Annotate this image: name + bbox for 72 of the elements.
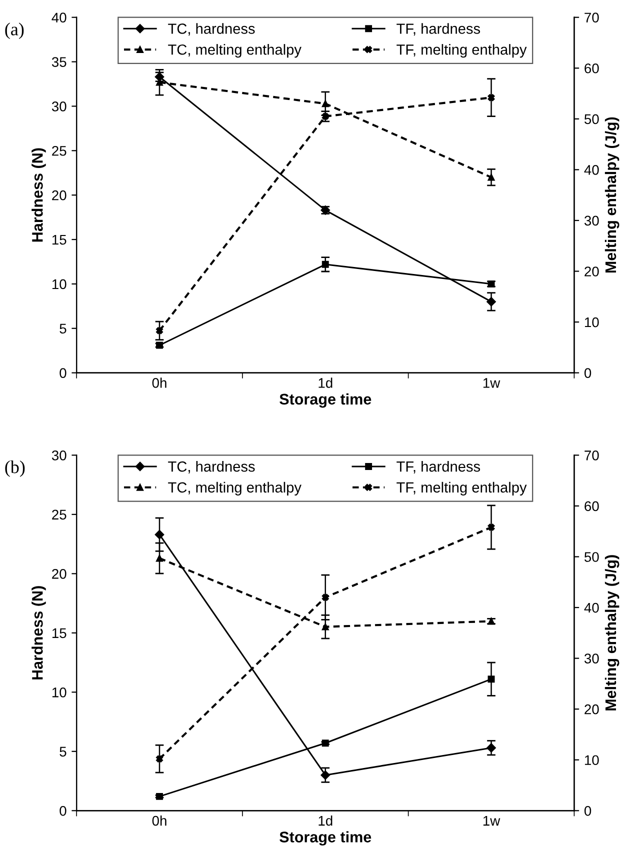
y2-tick-label: 30 [584, 654, 599, 664]
point [154, 530, 164, 540]
legend-label: TC, melting enthalpy [168, 482, 302, 496]
y-tick-label: 20 [52, 569, 66, 579]
y-tick-label: 25 [52, 510, 66, 520]
point [322, 112, 329, 120]
y2-tick-label: 60 [584, 501, 599, 512]
y2-tick-label: 10 [584, 317, 599, 328]
x-tick-label: 1w [483, 378, 500, 388]
point [156, 327, 163, 334]
y2-tick-label: 10 [584, 755, 599, 766]
x-tick-label: 0h [152, 378, 166, 388]
point [488, 174, 495, 181]
point [156, 554, 163, 562]
x-tick-label: 1d [318, 378, 332, 388]
x-tick-label: 1d [318, 816, 332, 826]
y2-tick-label: 20 [584, 704, 599, 714]
y-tick-label: 35 [52, 57, 66, 67]
y2-tick-label: 40 [584, 165, 599, 175]
y2-tick-label: 70 [584, 450, 599, 460]
y2-tick-label: 0 [584, 806, 592, 816]
y-axis-title: Hardness (N) [32, 586, 46, 680]
point [322, 594, 329, 601]
y-tick-label: 30 [52, 450, 66, 460]
y2-axis-title: Melting enthalpy (J/g) [604, 117, 620, 273]
y2-tick-label: 50 [584, 114, 599, 124]
y2-tick-label: 40 [584, 602, 599, 613]
y-tick-label: 15 [52, 234, 66, 245]
y-tick-label: 0 [60, 806, 66, 816]
legend-label: TC, melting enthalpy [168, 44, 302, 58]
y2-tick-label: 20 [584, 266, 599, 276]
text: (b) [5, 460, 25, 477]
y-tick-label: 20 [52, 190, 66, 200]
y-axis-title: Hardness (N) [32, 148, 46, 242]
y2-tick-label: 60 [584, 63, 599, 74]
point [322, 100, 329, 108]
y-tick-label: 0 [60, 368, 66, 378]
y2-axis-title: Melting enthalpy (J/g) [604, 555, 620, 710]
point [486, 743, 496, 752]
y2-tick-label: 0 [584, 368, 592, 378]
legend-label: TF, melting enthalpy [396, 482, 527, 496]
x-tick-label: 1w [483, 816, 500, 826]
x-tick-label: 0h [152, 816, 166, 826]
y-tick-label: 15 [52, 628, 66, 638]
text: (a) [5, 22, 24, 40]
point [488, 524, 495, 531]
point [488, 676, 495, 683]
y-tick-label: 10 [52, 279, 66, 290]
point [488, 94, 495, 102]
y2-tick-label: 70 [584, 12, 599, 23]
point [320, 770, 330, 780]
y-tick-label: 25 [52, 146, 66, 156]
y-tick-label: 40 [52, 12, 66, 23]
point [156, 755, 163, 762]
point [486, 297, 496, 306]
legend-label: TF, hardness [396, 23, 480, 36]
y-tick-label: 30 [52, 102, 66, 112]
y-tick-label: 10 [52, 687, 66, 698]
point [322, 740, 329, 747]
legend-label: TF, melting enthalpy [396, 44, 527, 58]
legend-label: TF, hardness [396, 461, 480, 474]
x-axis-title: Storage time [280, 831, 372, 846]
y-tick-label: 5 [60, 324, 66, 334]
legend-label: TC, hardness [168, 461, 255, 474]
y-tick-label: 5 [60, 746, 66, 757]
y2-tick-label: 50 [584, 552, 599, 562]
x-axis-title: Storage time [280, 393, 372, 408]
y2-tick-label: 30 [584, 216, 599, 226]
point [322, 623, 329, 630]
point [322, 260, 329, 268]
legend-label: TC, hardness [168, 23, 255, 36]
point [156, 792, 163, 800]
